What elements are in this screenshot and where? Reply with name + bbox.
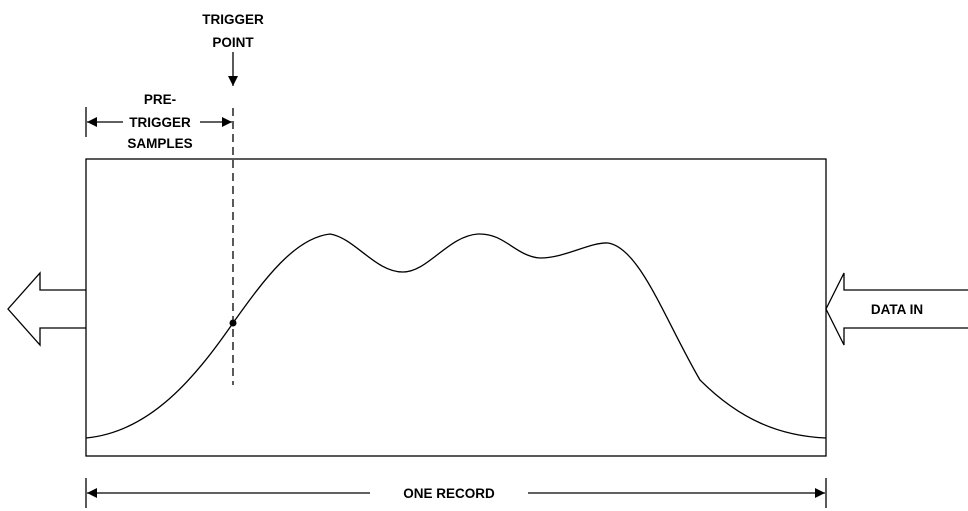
pretrigger-label-line2: TRIGGER [129,115,191,130]
trigger-point-label-line2: POINT [212,35,254,50]
pretrigger-label-line1: PRE- [144,92,176,107]
trigger-point-dot [229,319,237,327]
one-record-label: ONE RECORD [403,486,495,501]
pretrigger-label-line3: SAMPLES [127,136,192,151]
record-box [85,158,827,457]
data-out-arrow [7,271,86,347]
data-in-label: DATA IN [871,302,923,317]
data-in-arrow [825,272,968,346]
trigger-point-label-line1: TRIGGER [202,12,264,27]
waveform-curve [85,233,827,439]
